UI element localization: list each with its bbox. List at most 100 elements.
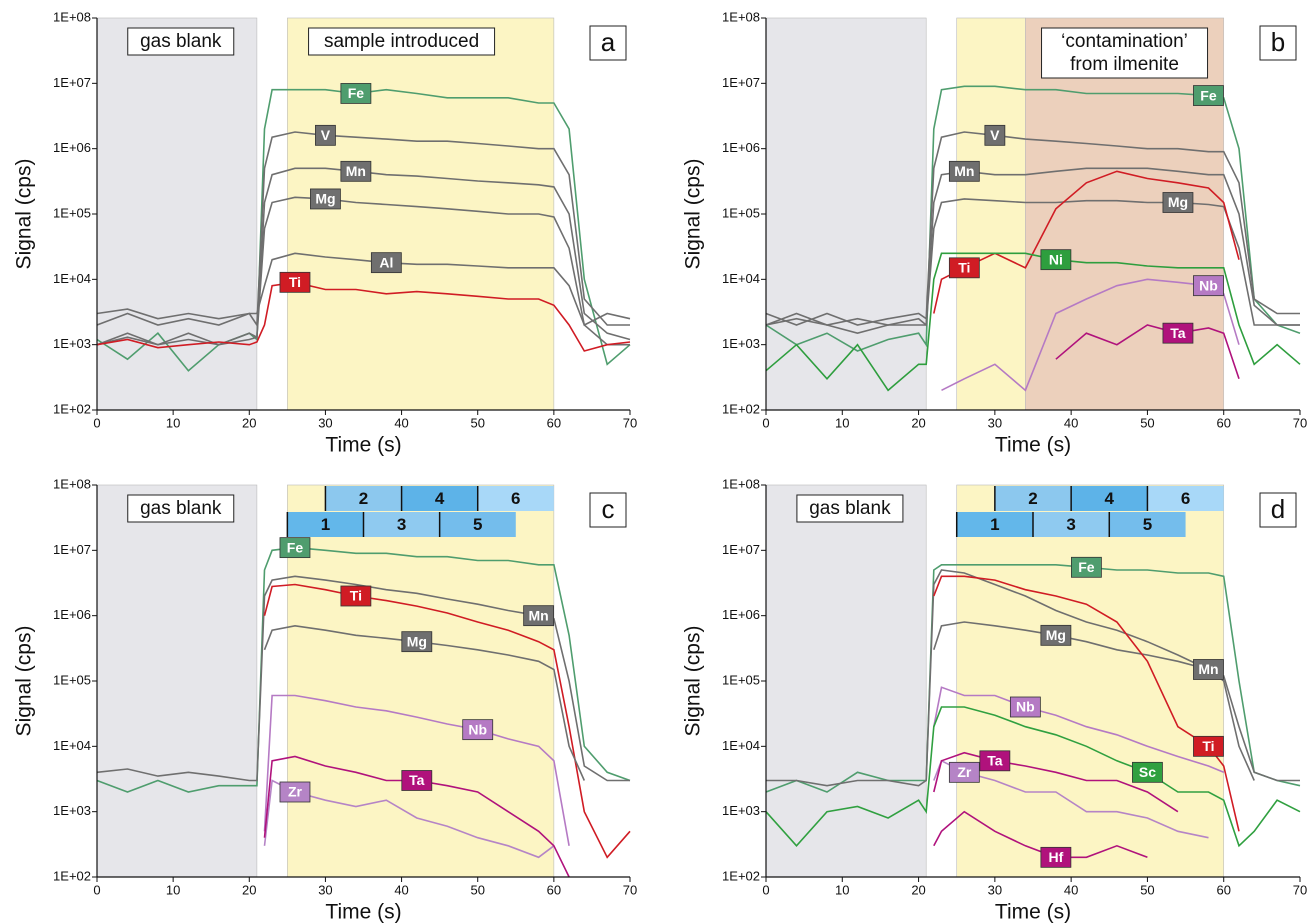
segment-bar (363, 512, 440, 537)
series-label: Ta (987, 753, 1003, 769)
series-label: Ni (1049, 251, 1063, 267)
y-tick-label: 1E+08 (722, 476, 760, 491)
annotation-box (127, 494, 235, 523)
segment-label: 5 (1143, 515, 1152, 534)
series-label: Mn (1198, 661, 1218, 677)
series-label-box (1040, 846, 1072, 868)
series-line (765, 131, 1300, 326)
segment-label: 6 (511, 489, 520, 508)
y-tick-label: 1E+08 (53, 476, 91, 491)
y-axis-title: Signal (cps) (13, 159, 36, 270)
segment-label: 5 (473, 515, 482, 534)
series-line (933, 686, 1225, 774)
x-tick-label: 70 (623, 415, 637, 430)
segment-bar (1147, 486, 1224, 511)
series-label: Mg (315, 191, 335, 207)
series-label: Nb (468, 721, 487, 737)
segment-label: 1 (321, 515, 330, 534)
segment-bar (1033, 512, 1110, 537)
shaded-region (765, 484, 927, 878)
y-tick-label: 1E+03 (722, 803, 760, 818)
x-tick-label: 40 (394, 882, 408, 897)
panel-letter-box (1259, 25, 1297, 61)
x-tick-label: 20 (242, 882, 256, 897)
segment-label: 3 (1066, 515, 1075, 534)
y-axis-title: Signal (cps) (682, 626, 705, 737)
panel: Fe V Mn Mg Al Ti gas blank sample introduced a 1E… (13, 9, 638, 456)
series-line (96, 131, 630, 328)
series-label-box (948, 160, 980, 182)
y-tick-label: 1E+02 (53, 868, 91, 883)
series-label-box (1162, 192, 1194, 213)
x-tick-label: 40 (1064, 415, 1078, 430)
x-axis-title: Time (s) (325, 434, 401, 457)
y-tick-label: 1E+03 (53, 803, 91, 818)
y-tick-label: 1E+05 (722, 672, 760, 687)
x-tick-label: 10 (835, 882, 849, 897)
panel: 1 2 3 4 5 6 Fe Mn Ti Mg Nb Zr Ta gas blank c 1E+02 1E+03… (13, 476, 638, 923)
series-label: V (321, 127, 331, 143)
series-label-box (315, 124, 336, 146)
series-label: Hf (1048, 849, 1063, 865)
y-tick-label: 1E+07 (722, 75, 760, 90)
x-tick-label: 20 (242, 415, 256, 430)
x-tick-label: 40 (1064, 882, 1078, 897)
y-tick-label: 1E+02 (53, 401, 91, 416)
y-tick-label: 1E+04 (722, 738, 760, 753)
annotation-box (127, 27, 235, 56)
series-label: Nb (1016, 699, 1035, 715)
x-tick-label: 30 (318, 882, 332, 897)
series-label-box (1193, 659, 1224, 680)
y-tick-label: 1E+02 (722, 868, 760, 883)
series-line (96, 546, 631, 793)
x-tick-label: 70 (623, 882, 637, 897)
series-label-box (310, 188, 341, 210)
panel-letter: b (1271, 27, 1285, 57)
series-label: Sc (1139, 764, 1156, 780)
segment-bar (439, 512, 516, 537)
y-tick-label: 1E+06 (53, 607, 91, 622)
series-line (96, 252, 631, 327)
x-axis-title: Time (s) (995, 901, 1071, 924)
series-label-box (948, 257, 980, 279)
x-tick-label: 0 (762, 882, 769, 897)
annotation: gas blank (140, 498, 222, 519)
segment-label: 3 (397, 515, 406, 534)
panel-letter-box (589, 492, 627, 528)
segment-bar (1071, 486, 1148, 511)
y-tick-label: 1E+08 (722, 9, 760, 24)
segment-label: 2 (359, 489, 368, 508)
series-label-box (1009, 696, 1041, 718)
series-label: Al (379, 254, 393, 270)
series-label: Mg (407, 633, 427, 649)
x-tick-label: 60 (547, 882, 561, 897)
series-label: Fe (1200, 87, 1217, 103)
series-label: Fe (287, 539, 304, 555)
y-tick-label: 1E+08 (53, 9, 91, 24)
series-label-box (1162, 322, 1194, 344)
annotation: from ilmenite (1070, 54, 1179, 75)
series-line (765, 167, 1300, 327)
y-tick-label: 1E+04 (722, 271, 760, 286)
series-label: Mn (346, 163, 366, 179)
y-tick-label: 1E+07 (53, 75, 91, 90)
series-line (263, 694, 570, 846)
series-label-box (462, 719, 494, 741)
series-label: Mn (954, 163, 974, 179)
series-label-box (279, 271, 311, 293)
series-label-box (1193, 735, 1224, 757)
y-tick-label: 1E+05 (722, 205, 760, 220)
series-label-box (279, 537, 311, 559)
series-label: Mg (1046, 627, 1066, 643)
series-label-box (340, 160, 372, 182)
series-line (765, 564, 1301, 793)
x-tick-label: 0 (93, 415, 100, 430)
series-line (765, 706, 1301, 848)
y-tick-label: 1E+03 (722, 336, 760, 351)
segment-label: 1 (990, 515, 999, 534)
annotation: gas blank (809, 498, 891, 519)
series-line (765, 85, 1301, 352)
x-tick-label: 70 (1293, 882, 1307, 897)
series-line (933, 751, 1179, 813)
series-label-box (523, 605, 555, 627)
